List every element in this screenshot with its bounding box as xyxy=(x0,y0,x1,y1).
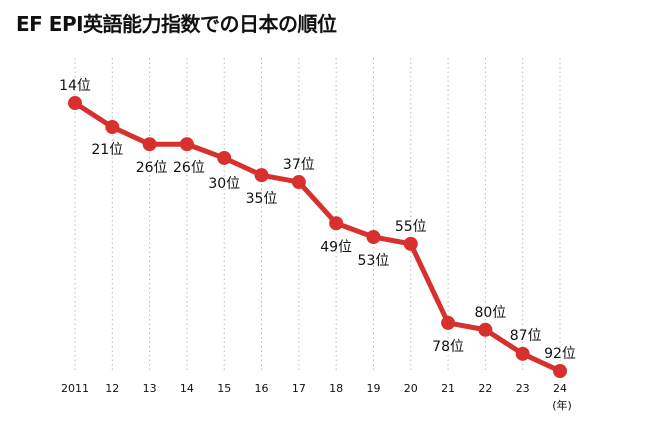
data-point xyxy=(291,175,306,190)
data-point xyxy=(553,364,567,378)
x-tick-label: 17 xyxy=(292,382,306,395)
data-label: 14位 xyxy=(59,78,91,94)
data-point xyxy=(142,137,157,152)
data-point xyxy=(329,216,344,231)
x-tick-label: 16 xyxy=(255,382,269,395)
x-tick-label: 12 xyxy=(105,382,119,395)
data-point xyxy=(105,120,120,135)
x-tick-label: 22 xyxy=(478,382,492,395)
data-point xyxy=(68,96,82,110)
data-label: 26位 xyxy=(173,160,205,176)
x-tick-label: 13 xyxy=(143,382,157,395)
data-label: 30位 xyxy=(208,176,240,192)
x-tick-label: 24 xyxy=(553,382,567,395)
x-tick-label: 23 xyxy=(516,382,530,395)
chart-title: EF EPI英語能力指数での日本の順位 xyxy=(16,12,337,36)
data-point xyxy=(441,315,456,330)
x-tick-label: 21 xyxy=(441,382,455,395)
x-tick-label: 20 xyxy=(404,382,418,395)
data-point xyxy=(515,346,530,361)
data-point xyxy=(366,230,381,244)
x-tick-label: 14 xyxy=(180,382,194,395)
x-tick-label: 15 xyxy=(217,382,231,395)
data-label: 35位 xyxy=(246,191,278,207)
data-label: 80位 xyxy=(474,305,506,321)
data-label: 87位 xyxy=(510,328,542,344)
x-tick-label: 18 xyxy=(329,382,343,395)
data-label: 49位 xyxy=(320,239,352,255)
data-label: 78位 xyxy=(432,339,464,355)
data-label: 53位 xyxy=(358,253,390,269)
x-axis-unit-label: (年) xyxy=(552,398,572,412)
data-point xyxy=(179,137,194,152)
data-point xyxy=(478,322,493,337)
x-tick-label: 19 xyxy=(366,382,380,395)
data-label: 55位 xyxy=(395,219,427,235)
x-tick-label: 2011 xyxy=(61,382,89,395)
data-label: 92位 xyxy=(544,346,576,362)
data-label: 21位 xyxy=(91,142,123,158)
data-label: 26位 xyxy=(136,160,168,176)
data-point xyxy=(403,236,418,251)
data-point xyxy=(217,150,232,165)
data-label: 37位 xyxy=(283,157,315,173)
data-point xyxy=(254,168,269,183)
